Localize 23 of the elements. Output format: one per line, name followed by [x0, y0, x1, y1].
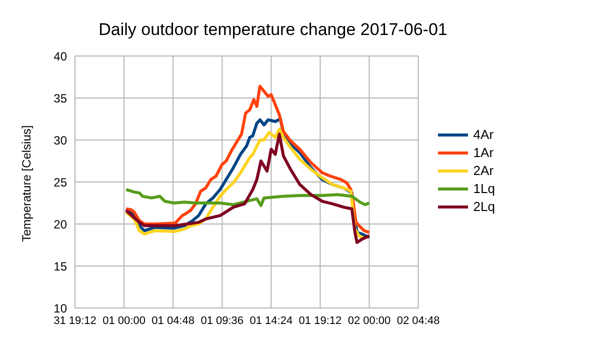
chart-title: Daily outdoor temperature change 2017-06-01 — [98, 20, 448, 40]
y-tick-label: 30 — [54, 133, 68, 148]
legend-label: 4Ar — [473, 126, 494, 144]
x-tick-label: 01 00:00 — [102, 314, 146, 327]
y-tick-label: 25 — [54, 175, 68, 190]
legend-label: 2Ar — [473, 162, 494, 180]
y-tick-label: 15 — [54, 259, 68, 274]
legend-label: 1Ar — [473, 144, 494, 162]
x-tick-label: 01 09:36 — [200, 314, 244, 327]
y-tick-label: 40 — [54, 49, 68, 64]
y-tick-label: 20 — [54, 217, 68, 232]
legend-label: 1Lq — [473, 180, 495, 198]
x-tick-label: 01 19:12 — [298, 314, 342, 327]
x-tick-label: 01 14:24 — [250, 314, 293, 327]
y-tick-label: 35 — [54, 91, 68, 106]
y-axis-title: Temperature [Celsius] — [19, 125, 34, 242]
x-tick-label: 02 00:00 — [348, 314, 391, 327]
x-tick-label: 02 04:48 — [396, 314, 440, 327]
line-series — [124, 188, 371, 208]
x-tick-label: 31 19:12 — [54, 314, 96, 327]
x-tick-label: 01 04:48 — [152, 314, 194, 327]
legend-label: 2Lq — [473, 198, 495, 216]
y-tick-label: 10 — [54, 301, 68, 316]
